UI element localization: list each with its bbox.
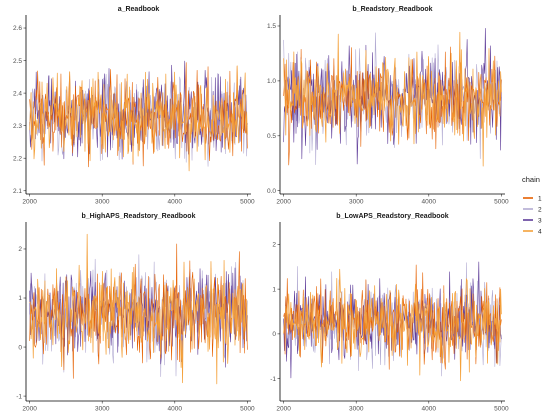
x-axis-ticks: 2000 3000 4000 5000: [22, 401, 255, 413]
y-tick-label: 1.0: [267, 78, 276, 85]
axis-lines: [279, 15, 505, 195]
y-tick-label: 2.6: [13, 25, 22, 32]
y-tick-label: 1.5: [267, 23, 276, 30]
trace-line-chain-4: [29, 65, 248, 172]
x-tick-label: 4000: [422, 199, 437, 206]
y-tick-label: 1: [18, 295, 22, 302]
panel-title: a_Readbook: [118, 6, 160, 13]
y-tick-label: 0.0: [267, 188, 276, 195]
y-tick-label: 2.1: [13, 188, 22, 195]
y-tick-label: -1: [16, 393, 22, 400]
trace-lines: [29, 233, 248, 385]
legend-entry-chain-1: 1: [523, 196, 542, 203]
legend-entry-chain-2: 2: [523, 207, 542, 214]
panel-b-highaps-readstory-readbook: b_HighAPS_Readstory_Readbook -1 0 1 2 2000 3…: [16, 213, 255, 413]
x-tick-label: 4000: [168, 406, 183, 413]
y-axis-ticks: 2.1 2.2 2.3 2.4 2.5 2.6: [13, 25, 26, 195]
panel-title: b_LowAPS_Readstory_Readbook: [336, 213, 449, 220]
panel-b-lowaps-readstory-readbook: b_LowAPS_Readstory_Readbook -1 0 1 2 2000 30…: [270, 213, 509, 413]
x-tick-label: 3000: [349, 199, 364, 206]
y-tick-label: 0.5: [267, 133, 276, 140]
x-tick-label: 5000: [494, 406, 509, 413]
legend-title: chain: [522, 175, 540, 184]
trace-line-chain-4: [283, 268, 502, 382]
x-axis-ticks: 2000 3000 4000 5000: [22, 194, 255, 206]
x-tick-label: 3000: [95, 199, 110, 206]
y-axis-ticks: -1 0 1 2: [16, 246, 26, 400]
x-axis-ticks: 2000 3000 4000 5000: [276, 401, 509, 413]
y-tick-label: 1: [272, 286, 276, 293]
axis-lines: [25, 222, 251, 402]
legend-label: 4: [538, 229, 542, 236]
trace-lines: [283, 261, 502, 382]
y-tick-label: -1: [270, 376, 276, 383]
legend-label: 3: [538, 218, 542, 225]
panel-title: b_Readstory_Readbook: [352, 6, 432, 13]
x-axis-ticks: 2000 3000 4000 5000: [276, 194, 509, 206]
x-tick-label: 5000: [494, 199, 509, 206]
panel-b-readstory-readbook: b_Readstory_Readbook 0.0 0.5 1.0 1.5 2000 30…: [267, 6, 509, 206]
y-tick-label: 2: [272, 242, 276, 249]
x-tick-label: 3000: [95, 406, 110, 413]
y-axis-ticks: -1 0 1 2: [270, 242, 280, 383]
y-tick-label: 0: [272, 331, 276, 338]
legend: chain 1 2 3 4: [522, 175, 542, 236]
x-tick-label: 2000: [22, 199, 37, 206]
legend-label: 2: [538, 207, 542, 214]
legend-entry-chain-3: 3: [523, 218, 542, 225]
trace-lines: [283, 28, 502, 167]
x-tick-label: 2000: [22, 406, 37, 413]
y-tick-label: 2.2: [13, 155, 22, 162]
y-tick-label: 0: [18, 344, 22, 351]
x-tick-label: 4000: [422, 406, 437, 413]
y-tick-label: 2: [18, 246, 22, 253]
y-axis-ticks: 0.0 0.5 1.0 1.5: [267, 23, 280, 195]
legend-label: 1: [538, 196, 542, 203]
y-tick-label: 2.4: [13, 90, 22, 97]
x-tick-label: 3000: [349, 406, 364, 413]
axis-lines: [25, 15, 251, 195]
y-tick-label: 2.5: [13, 58, 22, 65]
panel-title: b_HighAPS_Readstory_Readbook: [82, 213, 196, 220]
x-tick-label: 2000: [276, 199, 291, 206]
x-tick-label: 5000: [240, 406, 255, 413]
y-tick-label: 2.3: [13, 123, 22, 130]
trace-line-chain-4: [283, 31, 502, 167]
axis-lines: [279, 222, 505, 402]
trace-lines: [29, 60, 248, 172]
legend-entry-chain-4: 4: [523, 229, 542, 236]
x-tick-label: 5000: [240, 199, 255, 206]
x-tick-label: 2000: [276, 406, 291, 413]
panel-a-readbook: a_Readbook 2.1 2.2 2.3 2.4 2.5 2.6 2000 3000 40…: [13, 6, 255, 206]
x-tick-label: 4000: [168, 199, 183, 206]
trace-line-chain-4: [29, 233, 248, 385]
